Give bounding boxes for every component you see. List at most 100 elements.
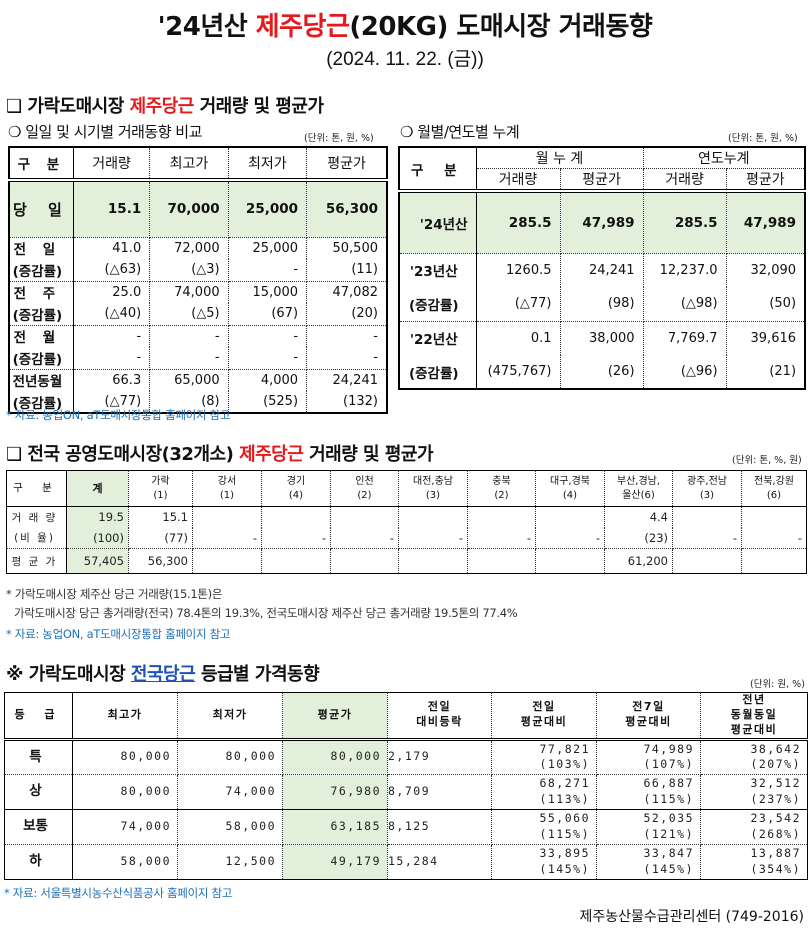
cell [467, 548, 536, 574]
cell: - [72, 325, 151, 347]
section1-heading: ❑ 가락도매시장 제주당근 거래량 및 평균가 [6, 92, 324, 118]
cell: 66,887 (115%) [596, 774, 701, 810]
cell: 77,821 (103%) [491, 739, 597, 775]
column-header: 평균가 [306, 147, 388, 182]
cell: 8,125 [387, 809, 492, 845]
table-row: '23년산 1260.5 24,241 12,237.0 32,090 [398, 253, 806, 287]
cell: 41.0 [72, 237, 151, 259]
column-header-count: (2) [494, 489, 509, 501]
cell: - [306, 347, 388, 370]
grade-label: 특 [4, 739, 73, 775]
cell: 74,000 [177, 774, 283, 810]
cell: - [227, 347, 308, 370]
cell: (23) [604, 527, 673, 549]
column-header: 전년 동월동일 평균대비 [700, 692, 808, 741]
value: 52,035 [643, 811, 694, 826]
value: 33,847 [643, 846, 694, 861]
table-row-ratio: (비 율) (100) (77) - - - - - - (23) - - [6, 527, 807, 549]
percent: (107%) [643, 757, 694, 772]
percent: (237%) [750, 791, 801, 806]
cell: (50) [725, 287, 806, 322]
cell: - [192, 527, 262, 549]
value: 32,512 [750, 776, 801, 791]
daily-subheading: ❍ 일일 및 시기별 거래동향 비교 [8, 123, 202, 141]
row-label: (증감률) [8, 391, 74, 413]
table-row: 하 58,000 12,500 49,179 15,284 33,895 (145… [4, 844, 808, 880]
cell: 49,179 [282, 844, 388, 880]
cell: 32,512 (237%) [700, 774, 808, 810]
column-header-count: (3) [425, 489, 441, 501]
column-header: 전7일 평균대비 [596, 692, 701, 741]
table-header-row: 구 분 거래량 최고가 최저가 평균가 [8, 147, 388, 182]
table-row-change: (증감률) (△63) (△3) - (11) [8, 259, 388, 282]
table-row: '22년산 0.1 38,000 7,769.7 39,616 [398, 321, 806, 355]
cell [398, 506, 468, 528]
column-header: 평균가 [559, 168, 644, 193]
cell: 74,989 (107%) [596, 739, 701, 775]
row-label: '22년산 [398, 321, 477, 355]
column-group-header: 월 누 계 [475, 147, 644, 169]
cell: 15.1 [72, 180, 151, 238]
cell: 24,241 [306, 369, 388, 391]
percent: (113%) [539, 791, 590, 806]
section3-prefix: 가락도매시장 [28, 664, 131, 685]
column-header: 대구,경북 (4) [535, 470, 605, 507]
column-header-count: (1) [153, 489, 168, 501]
percent: (115%) [643, 791, 694, 806]
cell: - [741, 527, 807, 549]
cell: 58,000 [177, 809, 283, 845]
cell: 74,000 [149, 281, 229, 303]
section2-heading: ❑ 전국 공영도매시장(32개소) 제주당근 거래량 및 평균가 [6, 440, 434, 466]
section3-source-note: * 자료: 서울특별시농수산식품공사 홈페이지 참고 [4, 886, 233, 900]
row-label: 전 주 [8, 281, 74, 303]
cell: 13,887 (354%) [700, 844, 808, 880]
table-row-volume: 거 래 량 19.5 15.1 4.4 [6, 506, 807, 528]
column-header: 대전,충남 (3) [398, 470, 468, 507]
cell: 47,082 [306, 281, 388, 303]
table-row: 상 80,000 74,000 76,980 8,709 68,271 (113%… [4, 774, 808, 810]
row-label: 전년동월 [8, 369, 74, 391]
column-header: 부산,경남, 울산(6) [604, 470, 673, 507]
table-header-row: 구 분 계 가락 (1) 강서 (1) 경기 (4) 인천 (2) 대전,충남 (3) 충… [6, 470, 807, 507]
cell: - [306, 325, 388, 347]
cell [741, 506, 807, 528]
cell: 80,000 [72, 774, 178, 810]
cell: 25.0 [72, 281, 151, 303]
cell: 65,000 [149, 369, 229, 391]
cell: 25,000 [227, 180, 308, 238]
cell: 39,616 [725, 321, 806, 355]
cell: 76,980 [282, 774, 388, 810]
column-header-count: 울산(6) [622, 489, 655, 501]
checkbox-square-icon: ❑ [6, 96, 22, 117]
row-label: '23년산 [398, 253, 477, 287]
cell: 38,642 (207%) [700, 739, 808, 775]
cell: 23,542 (268%) [700, 809, 808, 845]
cell: (67) [227, 303, 308, 326]
cell: - [535, 527, 605, 549]
column-header: 평균가 [282, 692, 388, 741]
cell: 8,709 [387, 774, 492, 810]
cell: - [227, 325, 308, 347]
section3-highlight: 전국당근 [130, 664, 196, 685]
cell: 56,300 [128, 548, 193, 574]
cell [261, 506, 331, 528]
column-header-label: 가락 [151, 475, 170, 487]
cell: 47,989 [725, 191, 806, 254]
column-header: 평균가 [725, 168, 806, 193]
column-header: 전일 평균대비 [491, 692, 597, 741]
cell: 55,060 (115%) [491, 809, 597, 845]
table-row-change: (증감률) (△77) (8) (525) (132) [8, 391, 388, 413]
column-header-count: (3) [699, 489, 715, 501]
row-label: 전 월 [8, 325, 74, 347]
column-header: 광주,전남 (3) [672, 470, 742, 507]
table-row: 전 일 41.0 72,000 25,000 50,500 [8, 237, 388, 259]
grade-label: 보통 [4, 809, 73, 845]
row-label: 평 균 가 [6, 548, 67, 574]
row-label: 거 래 량 [6, 506, 67, 528]
cell: (21) [725, 355, 806, 389]
section1-prefix: 가락도매시장 [27, 96, 130, 117]
cell: 12,500 [177, 844, 283, 880]
cell: 15,000 [227, 281, 308, 303]
column-header-count: (6) [766, 489, 782, 501]
row-label: 전 일 [8, 237, 74, 259]
